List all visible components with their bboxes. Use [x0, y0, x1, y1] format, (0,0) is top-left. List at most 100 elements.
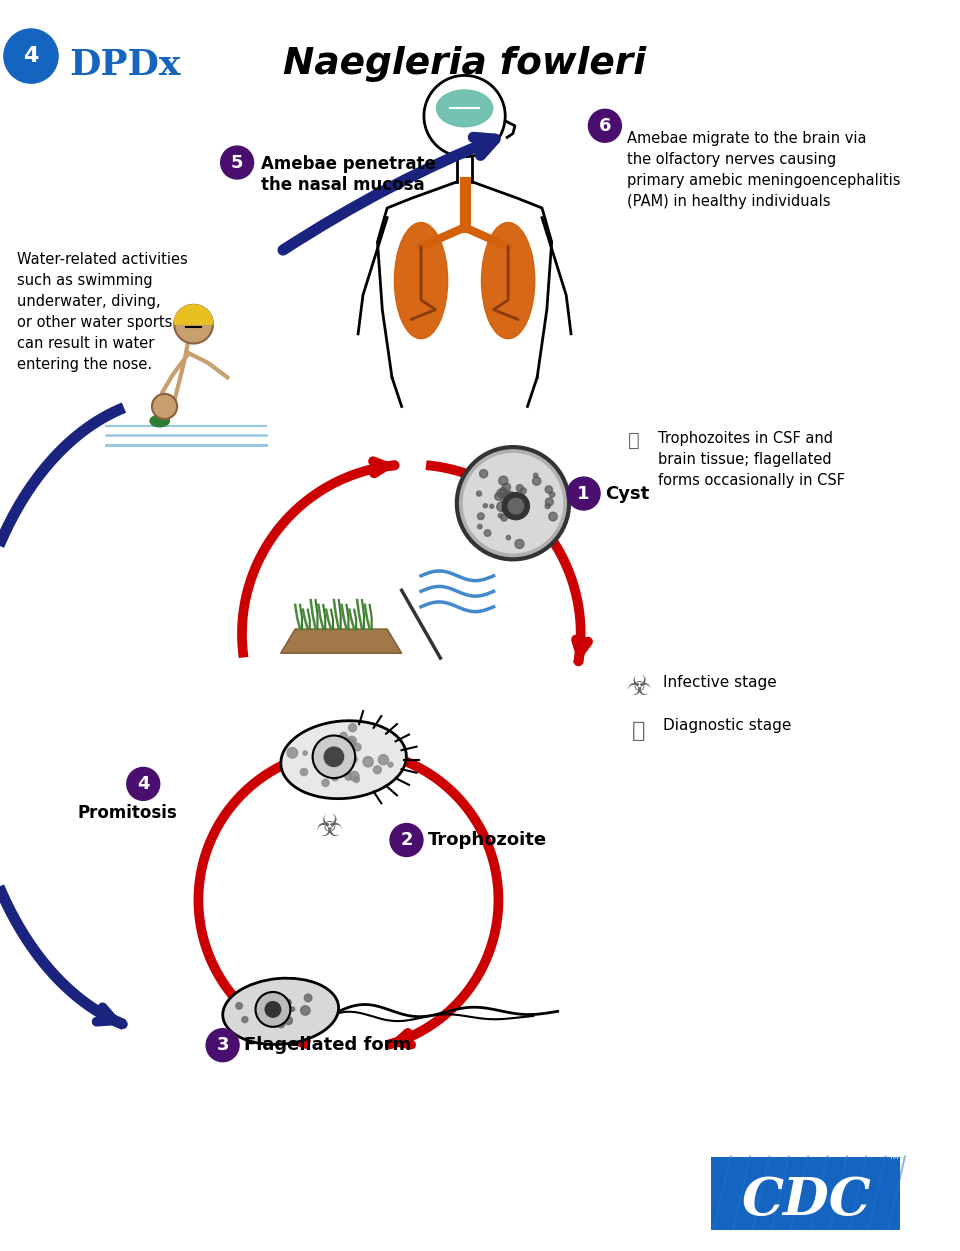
Circle shape [515, 539, 524, 548]
Circle shape [508, 498, 523, 514]
Text: Naegleria fowleri: Naegleria fowleri [283, 46, 646, 83]
Circle shape [276, 1002, 283, 1010]
Text: 6: 6 [599, 116, 612, 135]
Circle shape [4, 29, 58, 83]
Circle shape [499, 477, 508, 485]
Text: 3: 3 [216, 1036, 228, 1055]
Circle shape [300, 1006, 310, 1016]
Circle shape [344, 738, 354, 749]
Circle shape [284, 1000, 291, 1006]
Circle shape [340, 732, 348, 739]
Circle shape [323, 752, 330, 761]
Circle shape [506, 535, 511, 539]
Circle shape [255, 1007, 265, 1017]
Circle shape [152, 394, 177, 419]
Circle shape [300, 768, 307, 776]
Text: Cyst: Cyst [605, 484, 649, 503]
Text: Infective stage: Infective stage [663, 674, 777, 689]
Ellipse shape [223, 978, 339, 1045]
Circle shape [285, 1000, 291, 1006]
Circle shape [322, 779, 329, 787]
Circle shape [516, 484, 523, 492]
Circle shape [457, 447, 569, 559]
Circle shape [388, 762, 393, 767]
Circle shape [549, 492, 555, 498]
Circle shape [331, 774, 338, 781]
Circle shape [507, 504, 516, 513]
Circle shape [463, 453, 564, 553]
Circle shape [290, 1007, 295, 1011]
Circle shape [588, 109, 621, 143]
Circle shape [303, 751, 307, 756]
Circle shape [127, 767, 159, 801]
Text: Trophozoite: Trophozoite [428, 831, 547, 849]
Circle shape [567, 477, 600, 510]
Circle shape [533, 477, 540, 485]
Circle shape [514, 495, 521, 503]
Circle shape [373, 766, 381, 773]
Circle shape [500, 488, 507, 494]
Text: the nasal mucosa: the nasal mucosa [261, 176, 425, 194]
Circle shape [348, 723, 356, 732]
Text: 🔬: 🔬 [628, 430, 639, 450]
Circle shape [501, 514, 508, 522]
Circle shape [478, 524, 482, 529]
Circle shape [268, 1008, 275, 1016]
Circle shape [265, 1002, 280, 1017]
FancyBboxPatch shape [711, 1156, 900, 1238]
Text: 5: 5 [230, 154, 244, 171]
Ellipse shape [395, 223, 447, 339]
Circle shape [502, 507, 507, 512]
Circle shape [255, 992, 290, 1027]
Circle shape [337, 742, 346, 751]
Circle shape [534, 473, 538, 478]
Circle shape [353, 777, 359, 782]
Circle shape [497, 489, 506, 498]
Circle shape [496, 502, 506, 512]
Circle shape [174, 305, 213, 344]
Circle shape [345, 773, 351, 781]
Circle shape [236, 1002, 242, 1010]
Wedge shape [174, 305, 213, 324]
Circle shape [331, 753, 340, 762]
Circle shape [498, 513, 502, 518]
Text: 🔬: 🔬 [632, 721, 645, 741]
Text: 4: 4 [137, 774, 150, 793]
Circle shape [502, 493, 529, 519]
Circle shape [501, 497, 508, 503]
Circle shape [263, 1003, 270, 1010]
Circle shape [348, 759, 352, 764]
Circle shape [276, 1015, 285, 1023]
Circle shape [353, 743, 361, 751]
Circle shape [477, 513, 484, 519]
Circle shape [484, 529, 491, 537]
Circle shape [273, 1018, 281, 1027]
Circle shape [545, 485, 553, 493]
Circle shape [494, 493, 502, 500]
Circle shape [348, 761, 354, 767]
Circle shape [503, 492, 512, 500]
Circle shape [363, 757, 373, 767]
Circle shape [284, 1017, 293, 1025]
Ellipse shape [482, 223, 535, 339]
Circle shape [513, 494, 518, 500]
Circle shape [490, 504, 493, 508]
Text: ™: ™ [887, 1155, 900, 1168]
Circle shape [351, 757, 357, 763]
Text: 4: 4 [23, 46, 38, 66]
Circle shape [502, 508, 506, 513]
Circle shape [325, 751, 332, 758]
Circle shape [287, 748, 298, 758]
Text: CDC: CDC [741, 1175, 871, 1226]
Text: Amebae migrate to the brain via
the olfactory nerves causing
primary amebic meni: Amebae migrate to the brain via the olfa… [627, 130, 900, 209]
Text: ☣: ☣ [316, 813, 343, 842]
Circle shape [242, 1017, 248, 1022]
Circle shape [545, 504, 550, 509]
Circle shape [378, 754, 389, 764]
Circle shape [272, 1005, 279, 1012]
Circle shape [520, 488, 526, 494]
Circle shape [502, 483, 511, 492]
Circle shape [348, 737, 356, 746]
Ellipse shape [150, 415, 169, 427]
Circle shape [279, 1003, 285, 1010]
